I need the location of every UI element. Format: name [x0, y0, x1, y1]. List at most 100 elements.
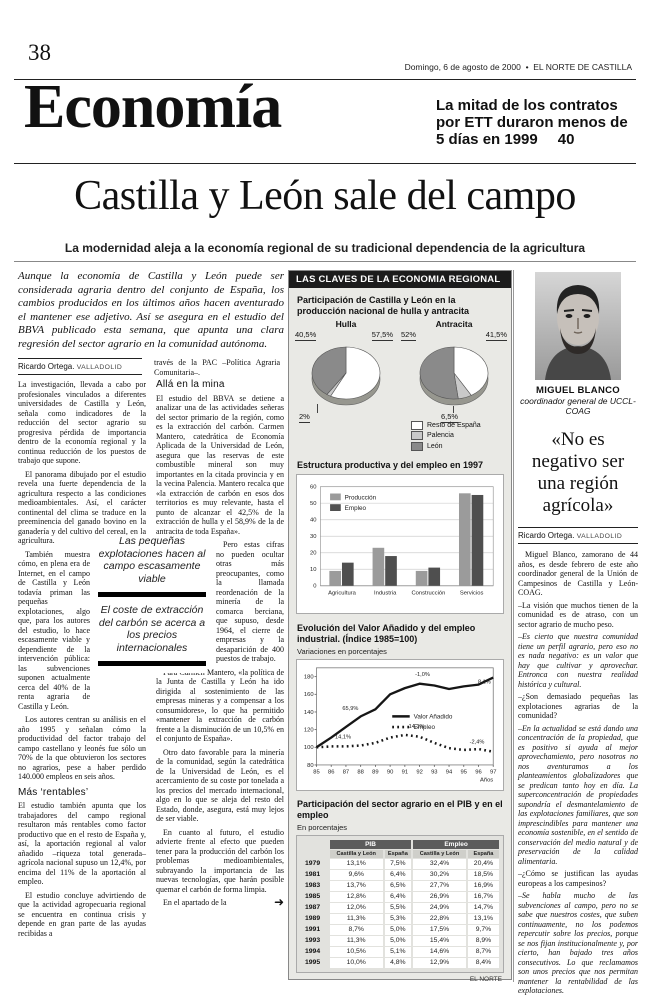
svg-text:80: 80	[307, 762, 313, 768]
svg-text:85: 85	[313, 769, 319, 775]
bar-chart-svg: 0 10 20 30 40 50 60 Agricultura Industria Constru…	[310, 484, 494, 596]
lead-paragraph: Aunque la economía de Castilla y León pu…	[18, 270, 284, 350]
infographic-box: LAS CLAVES DE LA ECONOMIA REGIONAL Parti…	[288, 270, 512, 983]
pie-value-label: 41,5%	[485, 330, 507, 341]
pull-quote: Las pequeñas explotaciones hacen al camp…	[98, 535, 206, 585]
paragraph: Los autores centran su análisis en el añ…	[18, 715, 146, 781]
svg-text:120: 120	[304, 727, 314, 733]
paragraph: El estudio concluye advirtiendo de que l…	[18, 890, 146, 938]
legend-item: León	[411, 441, 503, 451]
paragraph: Para Carmen Mantero, «la política de la …	[156, 667, 284, 744]
table-row: 1989 11,3% 5,3% 22,8% 13,1%	[301, 913, 499, 924]
subheadline: La modernidad aleja a la economía region…	[64, 241, 586, 255]
table-row: 1985 12,8% 6,4% 26,9% 16,7%	[301, 891, 499, 902]
svg-text:50: 50	[310, 501, 316, 507]
svg-text:92: 92	[416, 769, 422, 775]
legend-swatch	[411, 431, 423, 440]
leader-line	[453, 406, 454, 413]
line-chart-subtitle: Variaciones en porcentajes	[297, 646, 387, 656]
pie-antracita: Antracita 52% 41,5% 6,5%	[401, 319, 507, 423]
paragraph: El estudio del BBVA se detiene a analiza…	[156, 393, 284, 536]
interview-headline: «No es negativo ser una región agrícola»	[531, 429, 625, 516]
pie-hulla: Hulla 40,5% 57,5% 2%	[293, 319, 399, 423]
interview-answer: –En la actualidad se está dando una conc…	[518, 723, 638, 866]
masthead: EL NORTE DE CASTILLA	[533, 62, 632, 72]
svg-text:-1,0%: -1,0%	[415, 671, 430, 677]
paragraph: También muestra cómo, en plena era de In…	[18, 549, 90, 711]
line-chart-svg: 80 100 120 140 160 180 85 86 87 88 89 90 91 92 93 94 95 9…	[304, 666, 496, 783]
svg-text:60: 60	[310, 484, 316, 490]
svg-text:65,9%: 65,9%	[342, 706, 358, 712]
crosshead: Más ‘rentables’	[18, 786, 89, 798]
teaser: La mitad de los contratos por ETT duraro…	[436, 97, 632, 148]
legend-swatch	[411, 420, 423, 430]
table-row: 1987 12,0% 5,5% 24,9% 14,7%	[301, 902, 499, 913]
table-row: 1991 8,7% 5,0% 17,5% 9,7%	[301, 924, 499, 935]
paragraph: Miguel Blanco, zamorano de 44 años, es d…	[518, 550, 638, 597]
infographic-credit: EL NORTE	[469, 975, 502, 983]
byline: Ricardo Ortega. VALLADOLID	[18, 358, 142, 375]
pie-value-label: 52%	[401, 330, 417, 341]
table-row: 1981 9,6% 6,4% 30,2% 18,5%	[301, 869, 499, 880]
agrario-table: PIB Empleo Castilla y León España Castilla y…	[299, 839, 501, 969]
pie-value-label: 2%	[299, 412, 310, 423]
infographic-header: LAS CLAVES DE LA ECONOMIA REGIONAL	[289, 271, 511, 288]
table-row: 1993 11,3% 5,0% 15,4% 8,9%	[301, 935, 499, 946]
svg-text:-2,4%: -2,4%	[470, 739, 485, 745]
byline-place: VALLADOLID	[76, 364, 123, 371]
interview-question: –¿Son demasiado pequeñas las explotacion…	[518, 692, 638, 720]
jump-arrow-icon: ➜	[273, 895, 284, 909]
table-title: Participación del sector agrario en el P…	[297, 798, 503, 820]
line-chart-panel: 80 100 120 140 160 180 85 86 87 88 89 90 91 92 93 94 95 9…	[296, 658, 504, 791]
paragraph: En cuanto al futuro, el estudio advierte…	[156, 827, 284, 894]
pull-quotes: Las pequeñas explotaciones hacen al camp…	[98, 535, 206, 673]
svg-text:10: 10	[310, 567, 316, 573]
svg-text:180: 180	[304, 674, 314, 680]
svg-text:Empleo: Empleo	[345, 505, 367, 512]
bar-chart-panel: 0 10 20 30 40 50 60 Agricultura Industria Constru…	[296, 473, 504, 614]
miguel-blanco-photo	[535, 272, 621, 380]
table-row: 1979 13,1% 7,5% 32,4% 20,4%	[301, 858, 499, 869]
article-columns: La investigación, llevada a cabo por pro…	[18, 380, 284, 942]
svg-text:14,1%: 14,1%	[335, 734, 351, 740]
byline-author: Ricardo Ortega.	[518, 531, 575, 540]
table-panel: PIB Empleo Castilla y León España Castilla y…	[296, 834, 504, 973]
svg-text:97: 97	[490, 769, 496, 775]
svg-text:90: 90	[387, 769, 393, 775]
crosshead: Allá en la mina	[156, 379, 225, 390]
svg-text:0: 0	[313, 583, 316, 589]
svg-text:Agricultura: Agricultura	[328, 590, 357, 596]
pull-quote: El coste de extracción del carbón se ace…	[98, 604, 206, 654]
pie-label: Antracita	[435, 319, 473, 329]
interview-question: –¿Cómo se justifican las ayudas europeas…	[518, 869, 638, 888]
paragraph: En el apartado de la ➜	[163, 895, 284, 909]
paragraph: La investigación, llevada a cabo por pro…	[18, 380, 146, 465]
header-rule	[14, 79, 636, 80]
svg-text:Valor Añadido: Valor Añadido	[414, 713, 453, 720]
paragraph-narrow: También muestra cómo, en plena era de In…	[18, 550, 90, 712]
svg-text:Industria: Industria	[374, 590, 397, 596]
line-chart-title: Evolución del Valor Añadido y del empleo…	[297, 622, 476, 644]
portrait-photo-svg	[535, 272, 621, 380]
svg-text:160: 160	[304, 692, 314, 698]
leader-line	[317, 404, 318, 413]
teaser-page-ref: 40	[557, 131, 575, 148]
svg-text:89: 89	[372, 769, 378, 775]
paragraph: El panorama dibujado por el estudio reve…	[18, 469, 146, 546]
svg-text:Años: Años	[480, 777, 493, 783]
interview-answer: –Se habla mucho de las subvenciones al c…	[518, 891, 638, 995]
byline-author: Ricardo Ortega.	[18, 362, 75, 371]
byline: Ricardo Ortega. VALLADOLID	[518, 527, 638, 544]
pie-value-label: 40,5%	[295, 330, 317, 341]
pie-charts: Hulla 40,5% 57,5% 2% Antracita 52% 41,5%…	[289, 319, 511, 423]
paragraph: Pero estas cifras no pueden ocultar otra…	[216, 540, 284, 663]
bar-chart-title: Estructura productiva y del empleo en 19…	[297, 459, 484, 470]
paragraph-narrow: Pero estas cifras no pueden ocultar otra…	[216, 540, 284, 664]
photo-caption-role: coordinador general de UCCL-COAG	[520, 396, 636, 416]
pie-chart-svg	[311, 346, 381, 406]
section-rule	[14, 163, 636, 164]
svg-text:93: 93	[431, 769, 437, 775]
pie-legend: Resto de España Palencia León	[411, 420, 503, 451]
pie-value-label: 57,5%	[371, 330, 393, 341]
